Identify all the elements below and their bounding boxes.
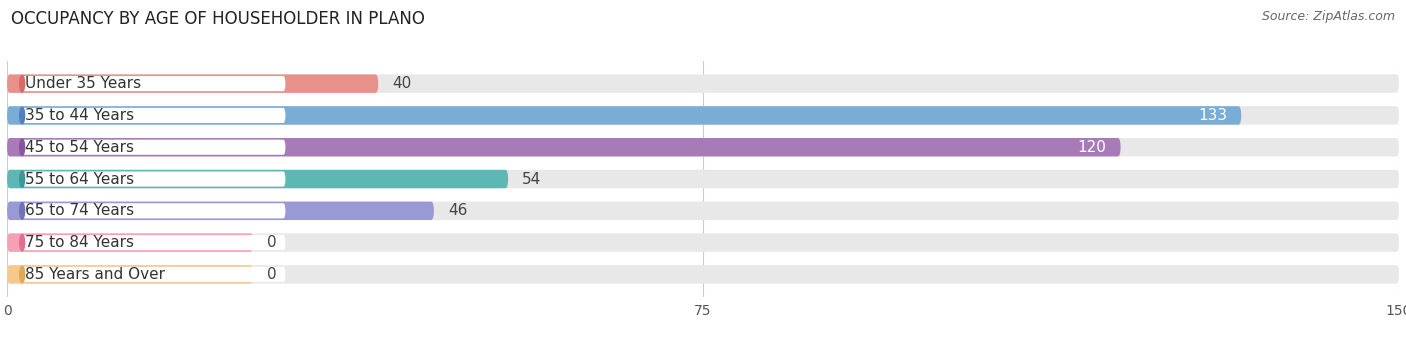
FancyBboxPatch shape xyxy=(7,202,1399,220)
Circle shape xyxy=(20,75,24,92)
FancyBboxPatch shape xyxy=(21,76,285,91)
Circle shape xyxy=(20,234,24,251)
Text: Under 35 Years: Under 35 Years xyxy=(25,76,141,91)
Text: 120: 120 xyxy=(1078,140,1107,155)
Circle shape xyxy=(20,171,24,187)
FancyBboxPatch shape xyxy=(21,140,285,155)
Circle shape xyxy=(20,203,24,219)
FancyBboxPatch shape xyxy=(21,235,285,250)
FancyBboxPatch shape xyxy=(7,233,253,252)
Text: 65 to 74 Years: 65 to 74 Years xyxy=(25,203,134,218)
FancyBboxPatch shape xyxy=(7,170,1399,188)
FancyBboxPatch shape xyxy=(21,172,285,187)
FancyBboxPatch shape xyxy=(21,203,285,218)
Circle shape xyxy=(20,107,24,124)
FancyBboxPatch shape xyxy=(7,170,508,188)
FancyBboxPatch shape xyxy=(7,106,1399,125)
Circle shape xyxy=(20,266,24,283)
Text: OCCUPANCY BY AGE OF HOUSEHOLDER IN PLANO: OCCUPANCY BY AGE OF HOUSEHOLDER IN PLANO xyxy=(11,10,425,28)
FancyBboxPatch shape xyxy=(7,74,1399,93)
Text: 46: 46 xyxy=(447,203,467,218)
Text: 0: 0 xyxy=(267,267,277,282)
Circle shape xyxy=(20,139,24,155)
FancyBboxPatch shape xyxy=(7,265,253,284)
Text: 40: 40 xyxy=(392,76,412,91)
Text: 55 to 64 Years: 55 to 64 Years xyxy=(25,172,134,187)
FancyBboxPatch shape xyxy=(7,265,1399,284)
Text: 133: 133 xyxy=(1198,108,1227,123)
FancyBboxPatch shape xyxy=(21,267,285,282)
Text: 35 to 44 Years: 35 to 44 Years xyxy=(25,108,134,123)
FancyBboxPatch shape xyxy=(7,202,434,220)
FancyBboxPatch shape xyxy=(7,138,1399,157)
Text: 75 to 84 Years: 75 to 84 Years xyxy=(25,235,134,250)
FancyBboxPatch shape xyxy=(7,74,378,93)
Text: 85 Years and Over: 85 Years and Over xyxy=(25,267,165,282)
FancyBboxPatch shape xyxy=(7,233,1399,252)
FancyBboxPatch shape xyxy=(21,108,285,123)
FancyBboxPatch shape xyxy=(7,138,1121,157)
FancyBboxPatch shape xyxy=(7,106,1241,125)
Text: Source: ZipAtlas.com: Source: ZipAtlas.com xyxy=(1261,10,1395,23)
Text: 45 to 54 Years: 45 to 54 Years xyxy=(25,140,134,155)
Text: 0: 0 xyxy=(267,235,277,250)
Text: 54: 54 xyxy=(522,172,541,187)
